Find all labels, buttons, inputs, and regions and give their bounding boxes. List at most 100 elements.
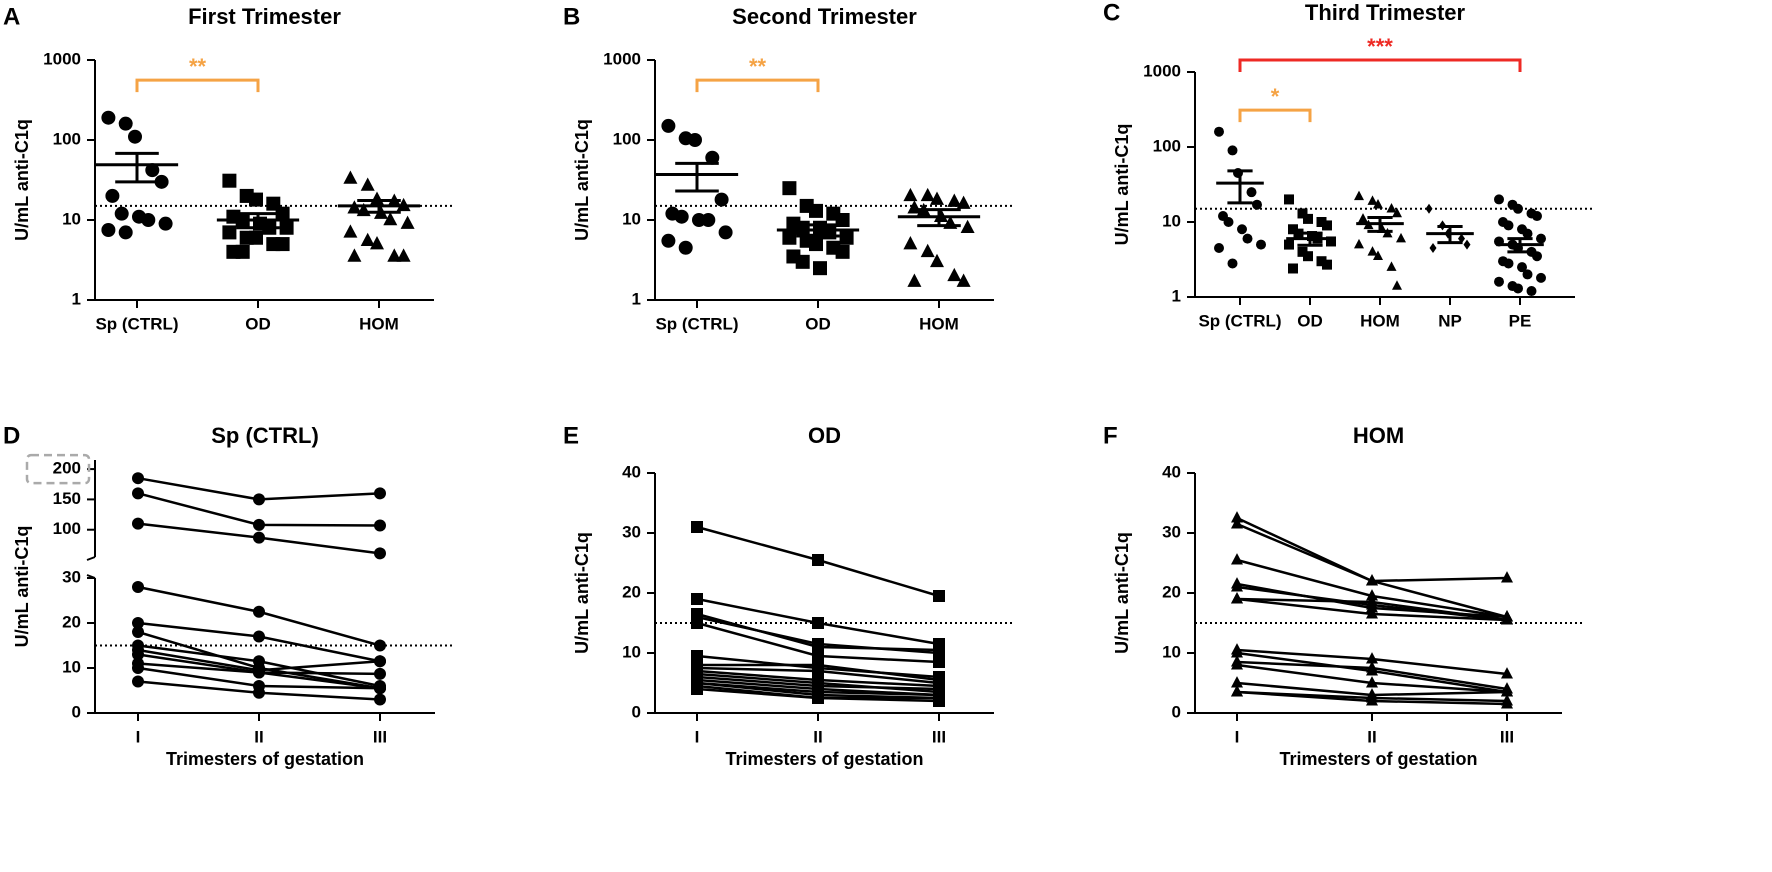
marker [674,209,689,224]
marker [128,129,142,144]
marker [701,213,716,227]
marker [1231,592,1243,604]
marker [1252,199,1262,210]
chart-title: Third Trimester [1305,0,1466,25]
marker [1429,243,1437,254]
marker [1373,198,1383,209]
marker [1392,280,1402,290]
y-tick-label: 0 [72,702,81,721]
y-tick-label: 100 [1153,136,1181,155]
marker [1503,258,1514,269]
marker [691,683,703,695]
marker [347,248,362,262]
marker [253,630,265,643]
marker [1366,652,1378,664]
marker [370,236,384,250]
marker [1297,246,1308,257]
marker [1366,694,1378,706]
marker [1501,697,1513,709]
marker [956,195,971,209]
y-tick-label: 1000 [1143,61,1181,80]
highlight-box [25,453,91,485]
marker [933,656,945,668]
significance-bracket [1238,58,1522,73]
marker [154,174,169,189]
y-axis-label: U/mL anti-C1q [12,119,32,241]
marker [1326,236,1336,247]
y-tick-label: 1 [72,289,81,308]
y-tick-label: 20 [622,582,641,601]
marker [374,693,386,706]
marker [279,220,294,235]
x-tick-label: HOM [1360,311,1400,330]
marker [718,225,733,240]
marker [1366,589,1378,601]
marker [1494,276,1504,287]
x-tick-label: III [932,727,946,746]
x-tick-label: I [1235,727,1240,746]
x-axis-label: Trimesters of gestation [1279,749,1477,769]
marker [1425,203,1433,214]
marker [960,219,975,234]
marker [105,188,120,203]
x-axis-label: Trimesters of gestation [166,749,364,769]
y-tick-label: 0 [1172,702,1181,721]
x-tick-label: II [1367,727,1376,746]
marker [1231,685,1243,697]
panel-label: E [563,422,579,449]
marker [343,224,358,238]
significance-label: ** [749,54,767,79]
marker [812,692,824,704]
marker [920,187,935,202]
x-tick-label: Sp (CTRL) [95,314,178,333]
marker [1536,233,1546,244]
x-tick-label: OD [245,314,271,333]
marker [691,617,703,629]
marker [1214,126,1224,137]
marker [835,244,850,259]
marker [933,695,945,707]
marker [132,472,144,485]
chart-title: OD [808,423,841,448]
y-tick-label: 1000 [43,49,81,68]
marker [1303,213,1313,224]
chart-title: First Trimester [188,4,341,29]
x-tick-label: III [373,727,387,746]
marker [253,531,265,544]
marker [1223,217,1234,227]
x-tick-label: I [136,727,141,746]
marker [253,655,265,668]
marker [1231,676,1243,688]
marker [813,261,827,276]
y-tick-label: 40 [622,462,641,481]
marker [374,487,386,500]
marker [1307,231,1317,242]
marker [1322,220,1332,231]
marker [933,590,945,602]
marker [1494,194,1504,205]
marker [249,192,263,207]
marker [930,191,944,205]
marker [691,593,703,605]
significance-label: *** [1367,34,1393,59]
significance-bracket [135,78,260,93]
marker [249,230,263,245]
y-tick-label: 10 [1162,211,1181,230]
marker [1284,239,1294,250]
y-tick-label: 30 [62,567,81,586]
marker [678,240,693,255]
marker [374,682,386,695]
x-tick-label: I [695,727,700,746]
y-tick-label: 40 [1162,462,1181,481]
marker [1517,262,1527,273]
marker [1354,190,1364,201]
marker [1237,224,1247,235]
marker [145,163,160,178]
marker [132,675,144,688]
marker [812,638,824,650]
marker [118,116,133,131]
chart-title: Sp (CTRL) [211,423,319,448]
significance-bracket [695,78,820,93]
marker [222,225,237,240]
y-tick-label: 10 [622,209,641,228]
